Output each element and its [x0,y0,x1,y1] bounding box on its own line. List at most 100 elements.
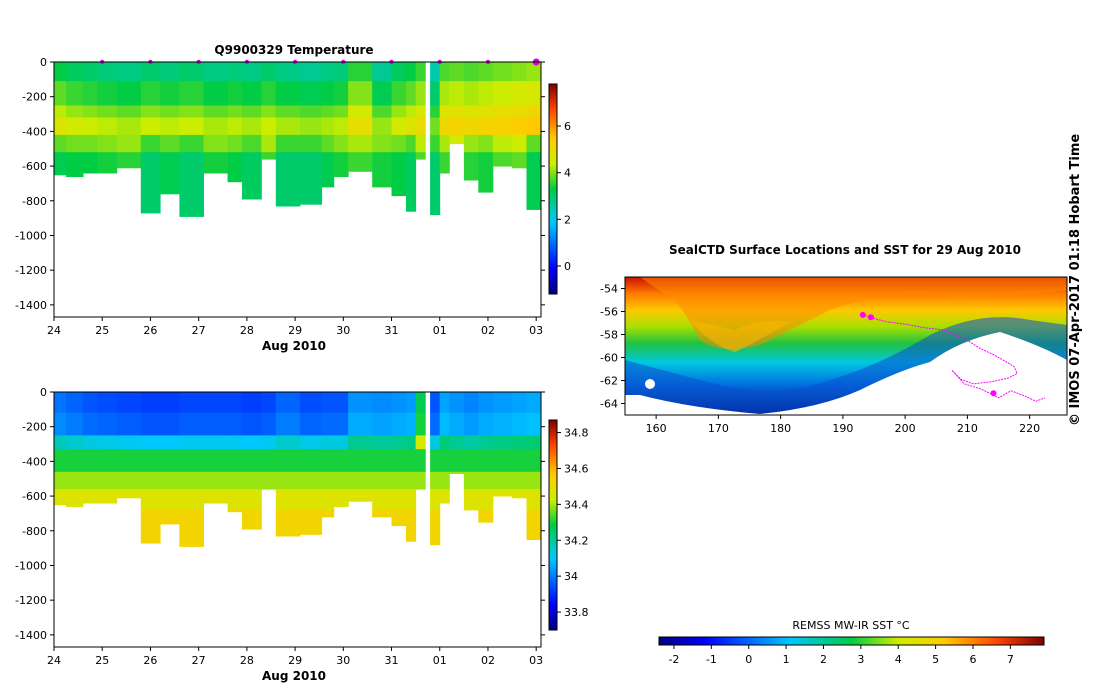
section-cell [242,81,262,106]
x-tick-label: 27 [192,324,206,337]
sst-colorbar-tick-label: 4 [895,653,902,666]
section-cell [82,471,98,490]
section-cell [227,449,243,473]
section-cell [439,62,450,82]
section-cell [372,105,392,118]
section-cell [160,510,180,525]
surface-locations [859,311,997,397]
colorbar-tick-label: 34.4 [564,498,589,511]
section-cell [372,134,392,153]
section-cell [179,117,204,136]
section-cell [261,435,277,450]
sst-colorbar-tick-label: -1 [706,653,717,666]
section-cell [66,449,84,473]
section-cell [348,392,373,414]
section-cell [299,62,323,82]
section-cell [275,392,301,414]
section-cell [348,449,373,473]
section-cell [512,435,528,450]
section-cell [97,117,118,136]
section-cell [439,134,450,153]
x-tick-label: 29 [288,654,302,667]
section-cell [449,449,465,473]
sst-colorbar-label: REMSS MW-IR SST °C [792,619,910,632]
section-cell [261,62,277,82]
section-cell [512,81,528,106]
section-cell [179,134,204,153]
section-cell [430,62,441,82]
section-cell [449,392,465,414]
section-cell [299,117,323,136]
section-cell [82,134,98,153]
section-cell [449,435,465,450]
section-cell [299,105,323,118]
section-cell [82,449,98,473]
section-cell [526,449,542,473]
section-cell [333,81,349,106]
section-cell [512,471,528,490]
section-cell [415,81,426,106]
section-cell [439,392,450,414]
section-cell [116,152,142,169]
y-tick-label: -1000 [15,229,47,242]
map-y-tick-label: -56 [600,306,618,319]
section-cell [406,117,417,136]
section-cell [492,134,513,153]
section-cell [492,152,513,167]
section-cell [348,412,373,436]
map-x-tick-label: 210 [957,422,978,435]
section-cell [116,412,142,436]
temperature-cells [54,62,542,217]
ice-edge [625,332,1067,415]
section-cell [261,471,277,490]
section-cell [333,449,349,473]
section-cell [275,105,301,118]
section-cell [82,412,98,436]
section-cell [430,435,441,450]
section-cell [406,449,417,473]
section-cell [492,117,513,136]
section-cell [275,510,301,537]
section-cell [261,81,277,106]
section-cell [97,62,118,82]
map-title: SealCTD Surface Locations and SST for 29… [669,243,1021,257]
colorbar-tick-label: 34.6 [564,462,589,475]
section-cell [179,412,204,436]
section-cell [449,62,465,82]
section-cell [478,449,494,473]
section-cell [54,134,67,153]
section-cell [439,435,450,450]
section-cell [261,152,277,160]
section-cell [449,81,465,106]
section-cell [227,412,243,436]
section-cell [526,117,542,136]
section-cell [492,435,513,450]
map-y-tick-label: -54 [600,283,618,296]
section-cell [333,489,349,507]
section-cell [492,412,513,436]
section-cell [415,435,426,450]
antarctic-island [645,379,655,389]
x-tick-label: 24 [47,654,61,667]
sst-colorbar-tick-label: 5 [932,653,939,666]
section-cell [449,117,465,136]
section-cell [439,105,450,118]
section-cell [372,449,392,473]
section-cell [116,62,142,82]
map-frame [624,276,1068,416]
section-cell [54,471,67,490]
section-cell [348,81,373,106]
colorbar-tick-label: 0 [564,260,571,273]
section-cell [140,471,161,490]
section-cell [430,81,441,106]
colorbar-tick-label: 34.8 [564,427,589,440]
section-cell [97,449,118,473]
map-y-tick-label: -62 [600,375,618,388]
section-cell [512,412,528,436]
section-cell [406,62,417,82]
section-cell [227,117,243,136]
map-y-tick-label: -58 [600,329,618,342]
section-cell [66,134,84,153]
section-cell [66,81,84,106]
section-cell [179,435,204,450]
